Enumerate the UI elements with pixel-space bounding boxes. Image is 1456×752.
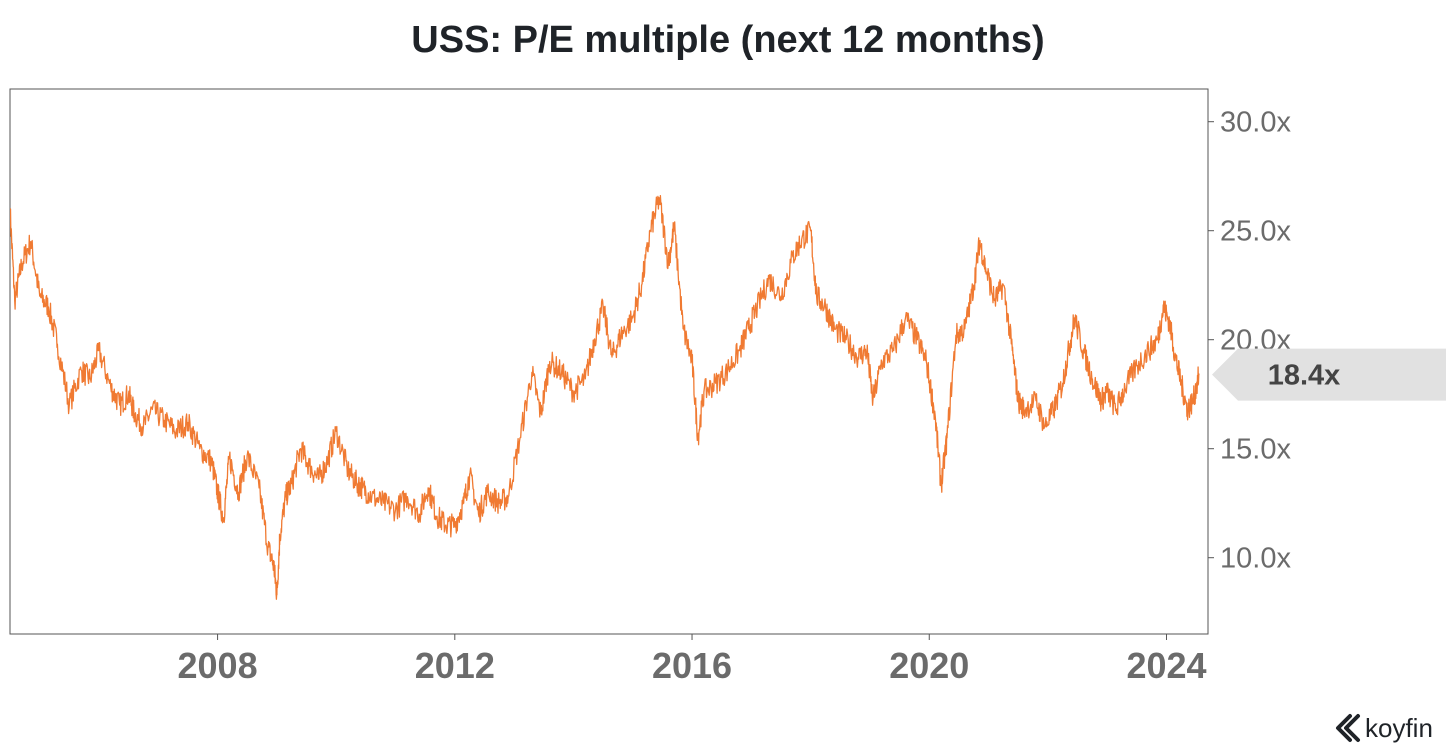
x-tick-label: 2016 <box>652 645 732 686</box>
plot-area <box>10 194 1200 600</box>
y-tick-label: 15.0x <box>1220 434 1291 466</box>
brand-logo: koyfin <box>1336 713 1433 743</box>
plot-area-frame <box>9 88 1209 635</box>
last-value-marker: 18.4x <box>1212 348 1446 401</box>
y-tick-label: 30.0x <box>1220 107 1291 139</box>
y-tick-label: 25.0x <box>1220 216 1291 248</box>
pe-series-line <box>10 194 1200 600</box>
x-tick-label: 2008 <box>178 645 258 686</box>
last-value-tag <box>1212 348 1446 401</box>
chart-title: USS: P/E multiple (next 12 months) <box>411 19 1044 61</box>
y-tick-label: 10.0x <box>1220 543 1291 575</box>
brand-name: koyfin <box>1365 713 1433 743</box>
x-tick-label: 2012 <box>415 645 495 686</box>
koyfin-logo-icon <box>1336 714 1360 742</box>
x-tick-label: 2024 <box>1126 645 1206 686</box>
last-value-label: 18.4x <box>1268 360 1341 392</box>
x-axis: 2008 2012 2016 2020 2024 <box>178 634 1207 686</box>
x-tick-label: 2020 <box>889 645 969 686</box>
